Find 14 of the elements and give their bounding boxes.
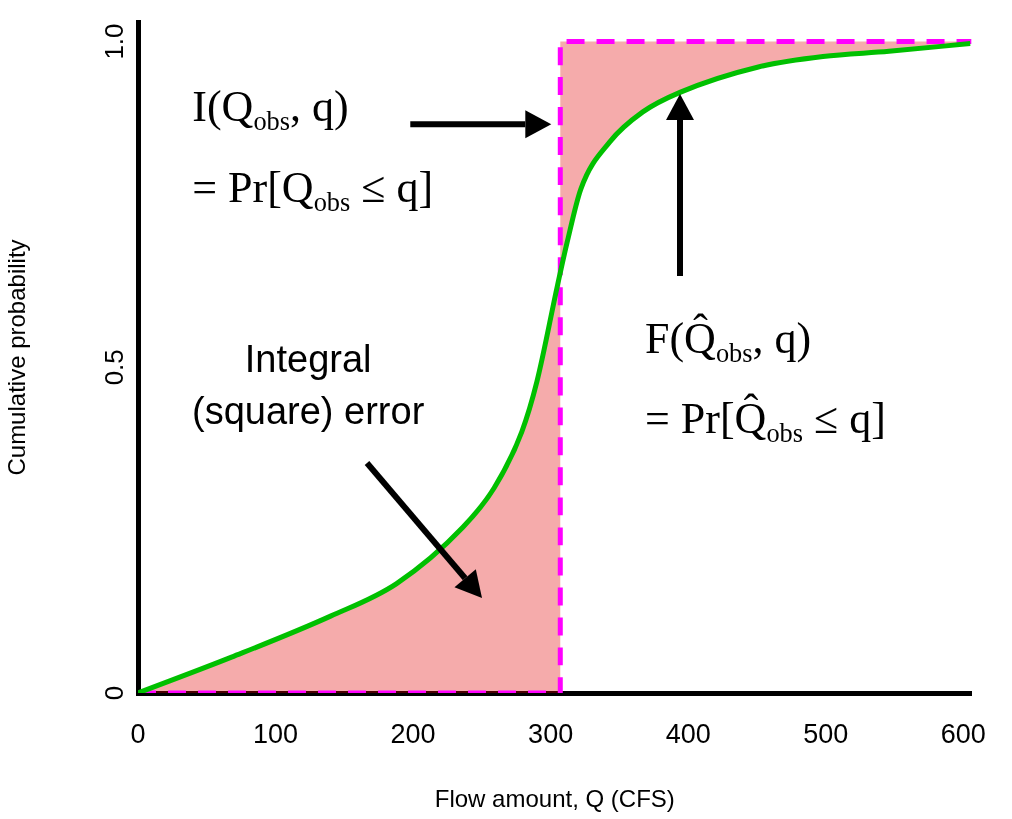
annotation: F(Q̂$_{obs}$, q) = Pr[Q̂$_{obs}$ ≤ q] bbox=[645, 312, 886, 451]
x-tick-label: 500 bbox=[803, 718, 849, 749]
annotation: I(Q$_{obs}$, q) = Pr[Q$_{obs}$ ≤ q] bbox=[192, 81, 434, 219]
x-tick-label: 400 bbox=[665, 718, 711, 749]
x-tick-label: 100 bbox=[253, 718, 299, 749]
x-axis-title: Flow amount, Q (CFS) bbox=[434, 785, 675, 813]
y-tick-label: 1.0 bbox=[99, 23, 130, 60]
x-tick-label: 600 bbox=[940, 718, 986, 749]
x-tick-label: 300 bbox=[528, 718, 574, 749]
annotation: Integral (square) error bbox=[192, 337, 425, 434]
x-tick-label: 200 bbox=[390, 718, 436, 749]
y-tick-label: 0.5 bbox=[99, 349, 130, 386]
y-axis-title: Cumulative probability bbox=[3, 239, 31, 476]
y-tick-label: 0 bbox=[99, 685, 130, 701]
